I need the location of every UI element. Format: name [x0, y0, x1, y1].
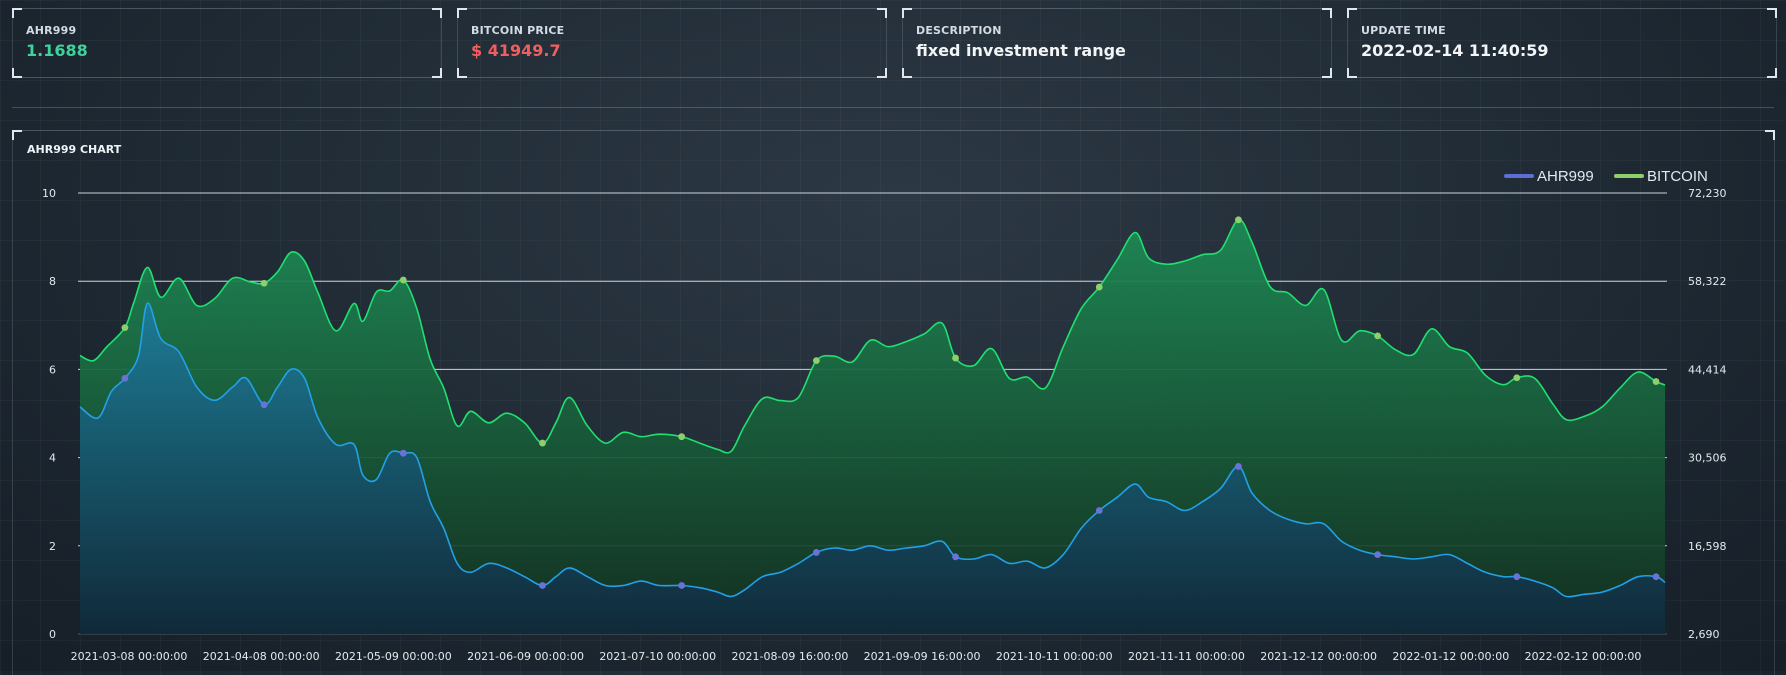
bitcoin-price-label: BITCOIN PRICE: [471, 24, 565, 37]
ahr999-area: [80, 303, 1665, 634]
update-time-value: 2022-02-14 11:40:59: [1361, 41, 1549, 60]
bitcoin-data-point: [1095, 283, 1103, 291]
legend-label-ahr999: AHR999: [1537, 168, 1594, 185]
x-axis-tick-label: 2021-04-08 00:00:00: [203, 650, 320, 663]
section-divider: [12, 107, 1774, 108]
bitcoin-line: [79, 218, 1666, 454]
x-axis-tick-label: 2021-07-10 00:00:00: [599, 650, 716, 663]
left-axis-tick-label: 2: [49, 540, 56, 553]
right-axis-tick-label: 44,414: [1688, 363, 1727, 376]
left-axis-tick-label: 0: [49, 628, 56, 641]
bitcoin-data-point: [539, 439, 546, 447]
x-axis-tick-label: 2021-06-09 00:00:00: [467, 650, 584, 663]
right-axis-tick-label: 72,230: [1688, 187, 1727, 200]
left-axis-tick-label: 4: [49, 452, 56, 465]
x-axis-tick-label: 2021-09-09 16:00:00: [864, 650, 981, 663]
x-axis-tick-label: 2022-01-12 00:00:00: [1392, 650, 1509, 663]
ahr999-label: AHR999: [26, 24, 77, 37]
ahr999-data-point: [678, 582, 686, 589]
bitcoin-data-point: [399, 276, 407, 284]
chart-title: AHR999 CHART: [27, 143, 122, 156]
bitcoin-price-card: BITCOIN PRICE $ 41949.7: [457, 8, 887, 78]
ahr999-data-point: [952, 553, 959, 561]
right-axis-tick-label: 30,506: [1688, 452, 1727, 465]
bitcoin-price-value: $ 41949.7: [471, 41, 561, 60]
legend-label-bitcoin: BITCOIN: [1647, 168, 1708, 185]
bitcoin-data-point: [260, 279, 268, 287]
ahr999-data-point: [399, 449, 407, 457]
ahr999-data-point: [1235, 463, 1242, 470]
ahr999-data-point: [1374, 551, 1382, 559]
right-axis-tick-label: 58,322: [1688, 275, 1727, 288]
ahr999-chart-panel: AHR999 CHART: [12, 130, 1775, 675]
bitcoin-data-point: [812, 357, 820, 365]
x-axis-tick-label: 2021-10-11 00:00:00: [996, 650, 1113, 663]
ahr999-line: [79, 302, 1666, 598]
bitcoin-data-point: [952, 354, 959, 362]
bitcoin-data-point: [1652, 378, 1660, 385]
x-axis-tick-label: 2021-08-09 16:00:00: [731, 650, 848, 663]
bitcoin-data-point: [1235, 216, 1242, 224]
description-card: DESCRIPTION fixed investment range: [902, 8, 1332, 78]
bitcoin-data-point: [1513, 374, 1521, 382]
ahr999-data-point: [260, 401, 268, 409]
ahr999-data-point: [1652, 573, 1660, 581]
ahr999-data-point: [121, 374, 129, 382]
x-axis-tick-label: 2021-03-08 00:00:00: [71, 650, 188, 663]
description-value: fixed investment range: [916, 41, 1126, 60]
ahr999-card: AHR999 1.1688: [12, 8, 442, 78]
x-axis-tick-label: 2021-11-11 00:00:00: [1128, 650, 1245, 663]
left-axis-tick-label: 6: [49, 363, 56, 376]
right-axis-tick-label: 2,690: [1688, 628, 1720, 641]
left-axis-tick-label: 8: [49, 275, 56, 288]
right-axis-tick-label: 16,598: [1688, 540, 1727, 553]
description-label: DESCRIPTION: [916, 24, 1002, 37]
bitcoin-data-point: [678, 433, 686, 441]
ahr999-data-point: [812, 549, 820, 556]
ahr999-data-point: [539, 582, 546, 589]
ahr999-data-point: [1513, 573, 1521, 581]
update-time-label: UPDATE TIME: [1361, 24, 1446, 37]
x-axis-tick-label: 2022-02-12 00:00:00: [1525, 650, 1642, 663]
bitcoin-data-point: [1374, 332, 1382, 340]
update-time-card: UPDATE TIME 2022-02-14 11:40:59: [1347, 8, 1777, 78]
ahr999-value: 1.1688: [26, 41, 88, 60]
left-axis-tick-label: 10: [42, 187, 56, 200]
ahr999-data-point: [1095, 507, 1103, 514]
bitcoin-data-point: [121, 324, 129, 332]
x-axis-tick-label: 2021-12-12 00:00:00: [1260, 650, 1377, 663]
x-axis-tick-label: 2021-05-09 00:00:00: [335, 650, 452, 663]
